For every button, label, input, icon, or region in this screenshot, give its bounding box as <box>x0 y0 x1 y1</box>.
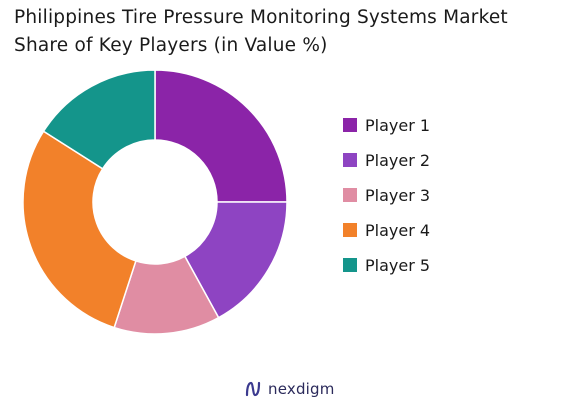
legend-item-player-3: Player 3 <box>343 185 431 205</box>
legend-label-player-4: Player 4 <box>365 220 431 240</box>
legend-label-player-3: Player 3 <box>365 185 431 205</box>
legend-item-player-2: Player 2 <box>343 150 431 170</box>
legend-swatch-player-1 <box>343 118 357 132</box>
legend-swatch-player-3 <box>343 188 357 202</box>
nexdigm-logo-icon <box>245 381 261 397</box>
chart-title-line-2: Share of Key Players (in Value %) <box>14 35 328 56</box>
legend-label-player-5: Player 5 <box>365 255 431 275</box>
donut-slice-player-4 <box>22 130 137 329</box>
donut-slice-player-1 <box>154 69 288 203</box>
legend-swatch-player-4 <box>343 223 357 237</box>
chart-legend: Player 1 Player 2 Player 3 Player 4 Play… <box>343 116 430 291</box>
legend-item-player-5: Player 5 <box>343 255 431 275</box>
legend-label-player-2: Player 2 <box>365 150 431 170</box>
legend-item-player-4: Player 4 <box>343 220 431 240</box>
brand-name: nexdigm <box>268 380 335 398</box>
donut-slice-player-5 <box>42 69 156 170</box>
chart-title-line-1: Philippines Tire Pressure Monitoring Sys… <box>14 7 508 28</box>
chart-title: Philippines Tire Pressure Monitoring Sys… <box>14 4 574 60</box>
legend-label-player-1: Player 1 <box>365 115 431 135</box>
legend-swatch-player-5 <box>343 258 357 272</box>
legend-swatch-player-2 <box>343 153 357 167</box>
brand-logo: nexdigm <box>244 380 335 398</box>
legend-item-player-1: Player 1 <box>343 115 431 135</box>
